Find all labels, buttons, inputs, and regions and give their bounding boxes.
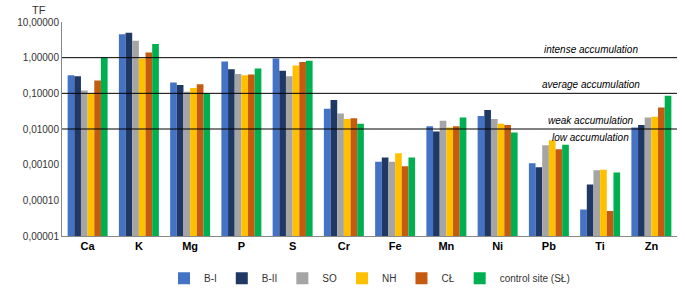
svg-text:0,10000: 0,10000: [23, 88, 60, 99]
svg-text:Zn: Zn: [645, 240, 659, 252]
svg-text:0,00100: 0,00100: [23, 159, 60, 170]
svg-text:P: P: [238, 240, 245, 252]
svg-text:Cr: Cr: [338, 240, 351, 252]
svg-text:Ti: Ti: [595, 240, 605, 252]
svg-text:Ca: Ca: [81, 240, 96, 252]
svg-text:K: K: [135, 240, 143, 252]
svg-text:SO: SO: [322, 273, 337, 284]
svg-text:0,00010: 0,00010: [23, 195, 60, 206]
svg-text:10,00000: 10,00000: [17, 17, 59, 28]
svg-text:intense accumulation: intense accumulation: [544, 44, 638, 55]
svg-text:TF: TF: [32, 4, 46, 16]
svg-text:Ni: Ni: [492, 240, 503, 252]
svg-text:Mn: Mn: [438, 240, 454, 252]
svg-text:Mg: Mg: [182, 240, 198, 252]
svg-text:1,00000: 1,00000: [23, 52, 60, 63]
svg-text:Pb: Pb: [542, 240, 556, 252]
svg-text:S: S: [289, 240, 296, 252]
svg-text:low accumulation: low accumulation: [552, 132, 629, 143]
svg-text:weak accumulation: weak accumulation: [548, 115, 633, 126]
svg-text:B-I: B-I: [204, 273, 217, 284]
svg-text:Fe: Fe: [389, 240, 402, 252]
svg-text:0,01000: 0,01000: [23, 124, 60, 135]
svg-text:average accumulation: average accumulation: [542, 79, 640, 90]
svg-text:CŁ: CŁ: [441, 273, 454, 284]
svg-text:NH: NH: [382, 273, 396, 284]
svg-text:0,00001: 0,00001: [23, 231, 60, 242]
svg-text:B-II: B-II: [262, 273, 278, 284]
svg-text:control site (SŁ): control site (SŁ): [500, 273, 570, 284]
